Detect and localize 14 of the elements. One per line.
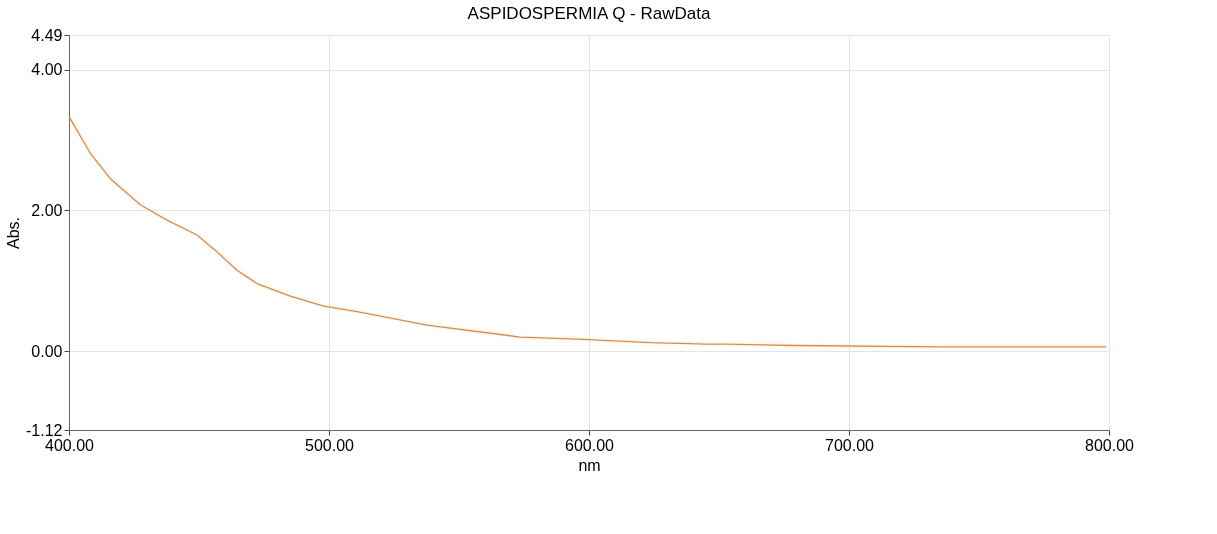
x-tick-label: 800.00 <box>1085 436 1135 454</box>
y-axis-title: Abs. <box>5 216 23 250</box>
x-tick-label: 600.00 <box>565 436 615 454</box>
y-tick-label: 2.00 <box>31 201 63 219</box>
chart-title: ASPIDOSPERMIA Q - RawData <box>467 4 711 23</box>
x-axis-title: nm <box>578 456 601 474</box>
x-tick-label: 500.00 <box>305 436 355 454</box>
line-series <box>68 116 1108 348</box>
y-tick-label: 4.00 <box>31 61 63 78</box>
y-tick-label: -1.12 <box>26 421 63 439</box>
x-tick-label: 700.00 <box>825 436 875 454</box>
x-tick-label: 400.00 <box>45 436 95 454</box>
y-tick-label: 0.00 <box>31 342 63 360</box>
y-tick-label: 4.49 <box>31 26 63 44</box>
